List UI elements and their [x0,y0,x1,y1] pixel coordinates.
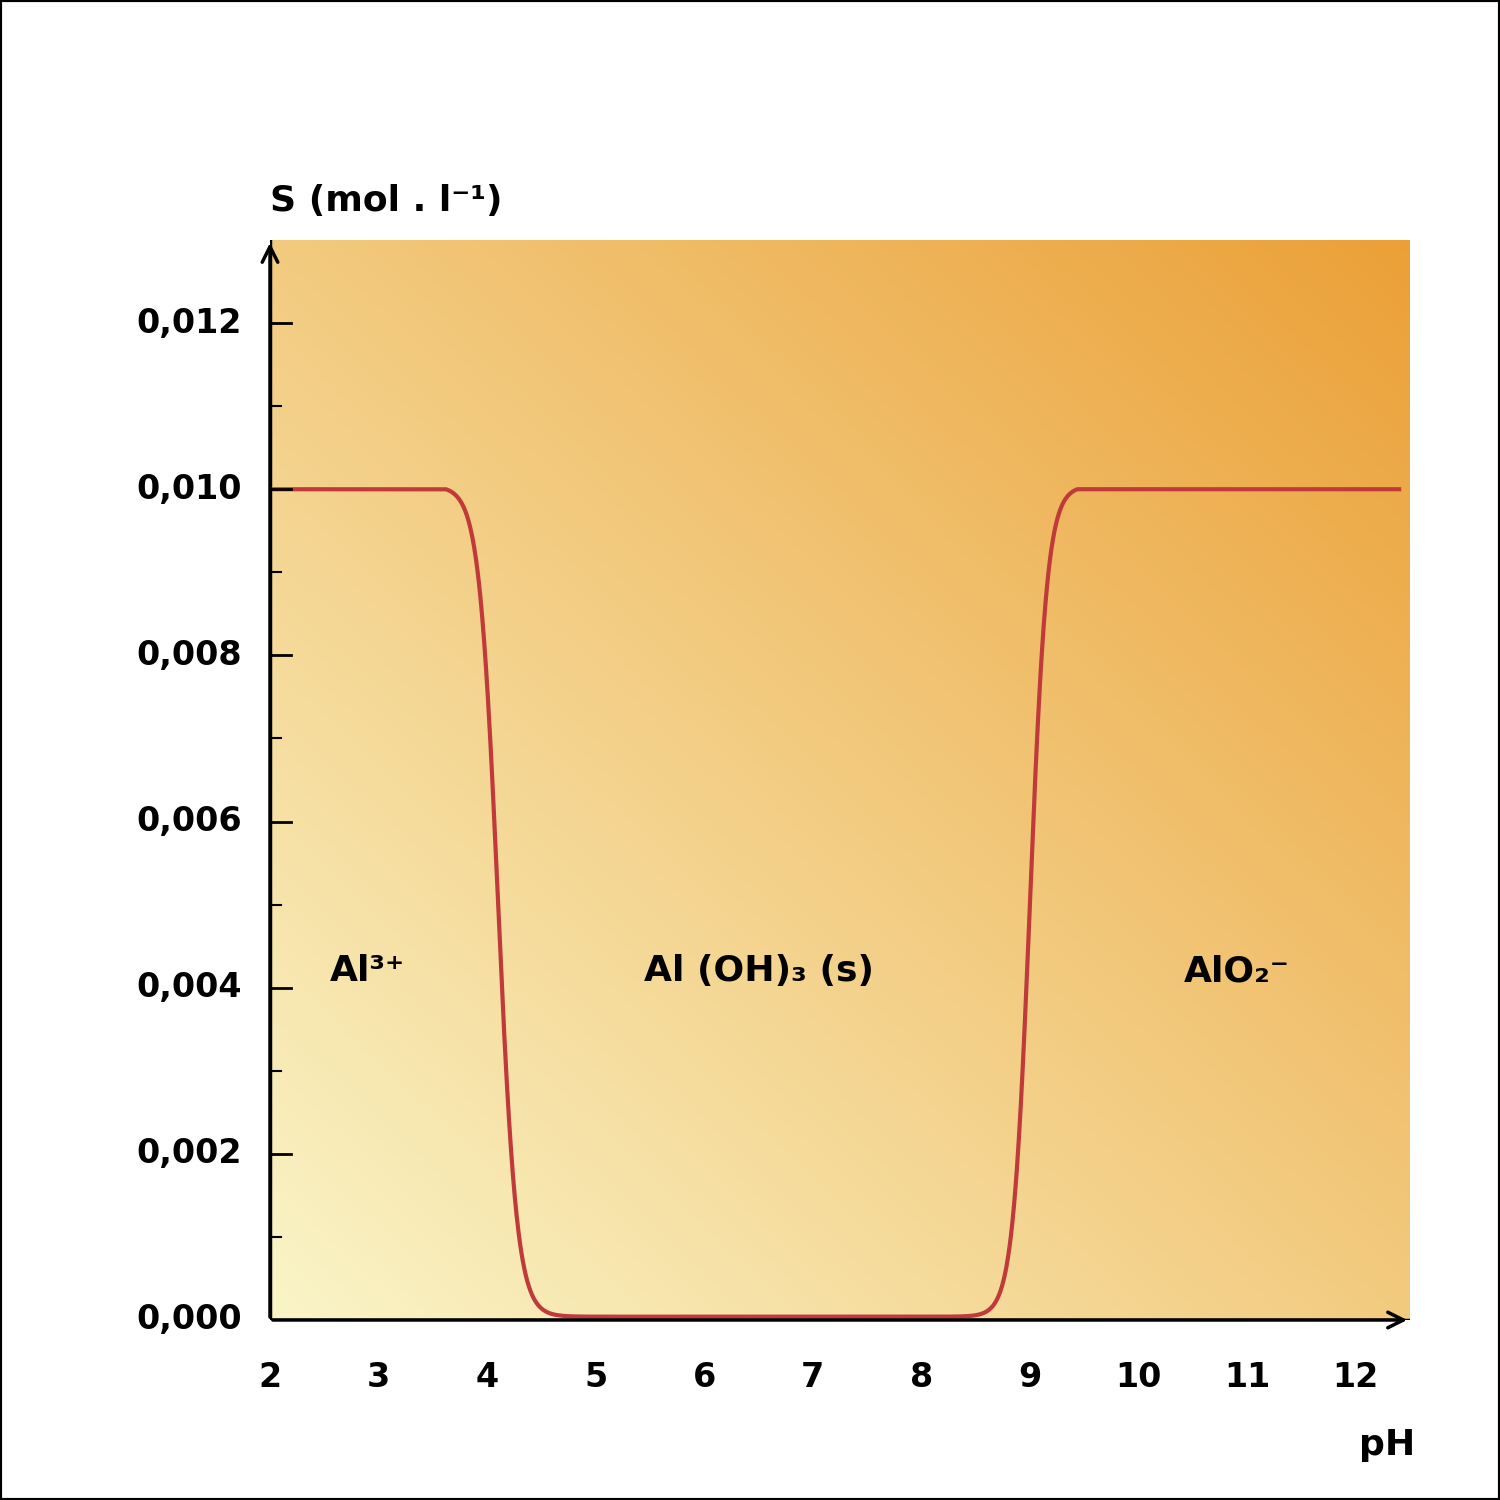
Text: 8: 8 [910,1360,933,1394]
Text: 2: 2 [258,1360,282,1394]
Text: 10: 10 [1116,1360,1162,1394]
Text: 0,012: 0,012 [136,306,242,339]
Text: 11: 11 [1224,1360,1270,1394]
Text: pH: pH [1359,1428,1416,1462]
Text: 6: 6 [693,1360,715,1394]
Text: S (mol . l⁻¹): S (mol . l⁻¹) [270,184,502,219]
Text: 0,004: 0,004 [136,970,242,1004]
Text: Al³⁺: Al³⁺ [330,954,405,988]
Text: 7: 7 [801,1360,825,1394]
Text: 0,010: 0,010 [136,472,242,506]
Text: 3: 3 [368,1360,390,1394]
Text: 0,002: 0,002 [136,1137,242,1170]
Text: 0,008: 0,008 [136,639,242,672]
Text: AlO₂⁻: AlO₂⁻ [1184,954,1288,988]
Text: Al (OH)₃ (s): Al (OH)₃ (s) [644,954,873,988]
Text: 12: 12 [1332,1360,1378,1394]
Text: 0,006: 0,006 [136,806,242,838]
Text: 5: 5 [584,1360,608,1394]
Text: 4: 4 [476,1360,498,1394]
Text: 9: 9 [1019,1360,1041,1394]
Text: 0,000: 0,000 [136,1304,242,1336]
